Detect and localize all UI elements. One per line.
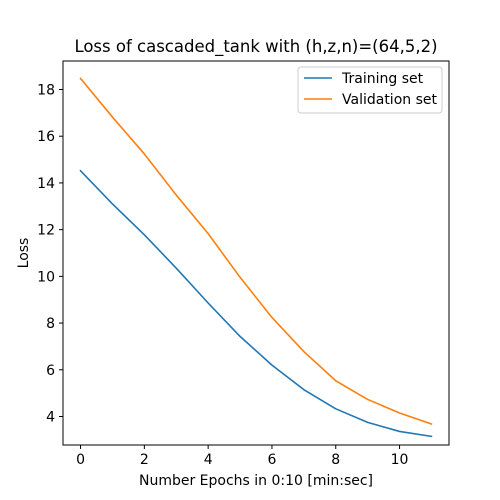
legend: Training set Validation set bbox=[297, 66, 443, 114]
y-tick-label: 4 bbox=[46, 410, 55, 426]
x-tick-label: 0 bbox=[76, 452, 85, 468]
x-axis-label: Number Epochs in 0:10 [min:sec] bbox=[139, 473, 373, 489]
y-tick-label: 16 bbox=[37, 129, 55, 145]
plot-area bbox=[79, 77, 433, 438]
y-tick-label: 12 bbox=[37, 223, 55, 239]
x-tick-label: 8 bbox=[331, 452, 340, 468]
y-axis-ticks: 4 6 8 10 12 14 16 18 bbox=[37, 82, 63, 426]
x-tick-label: 10 bbox=[391, 452, 409, 468]
y-tick-label: 8 bbox=[46, 316, 55, 332]
x-axis-ticks: 0 2 4 6 8 10 bbox=[76, 445, 408, 468]
y-tick-label: 18 bbox=[37, 82, 55, 98]
legend-box bbox=[297, 66, 443, 114]
legend-label-1: Training set bbox=[341, 71, 424, 87]
chart-title: Loss of cascaded_tank with (h,z,n)=(64,5… bbox=[74, 37, 437, 57]
plot-frame bbox=[62, 60, 450, 446]
y-tick-label: 14 bbox=[37, 176, 55, 192]
series-line-2 bbox=[79, 77, 433, 425]
series-line-1 bbox=[79, 169, 433, 438]
x-tick-label: 6 bbox=[267, 452, 276, 468]
x-tick-label: 4 bbox=[204, 452, 213, 468]
y-axis-label: Loss bbox=[16, 238, 32, 269]
y-tick-label: 6 bbox=[46, 363, 55, 379]
legend-label-2: Validation set bbox=[342, 92, 437, 108]
y-tick-label: 10 bbox=[37, 269, 55, 285]
x-tick-label: 2 bbox=[140, 452, 149, 468]
